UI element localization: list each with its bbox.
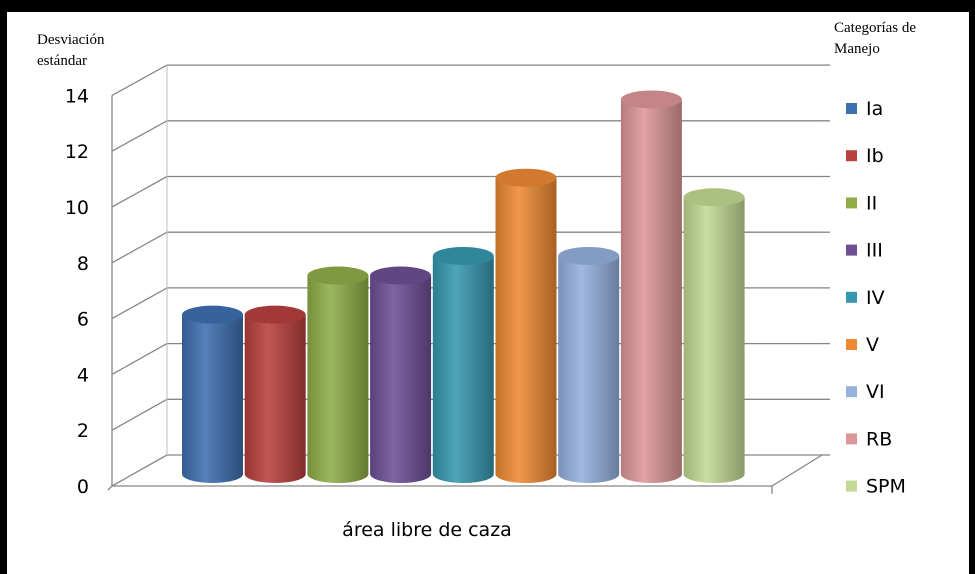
gridline-side-14	[111, 64, 168, 96]
y-tick-label: 8	[77, 253, 89, 275]
legend-title-line1: Categorías de	[834, 20, 916, 36]
y-tick-label: 10	[65, 197, 89, 219]
legend-label: IV	[866, 287, 885, 309]
bar-top	[182, 305, 243, 324]
axis-labels: Desviación estándar área libre de caza C…	[37, 20, 916, 541]
legend-swatch	[846, 291, 857, 303]
bar-Ib	[244, 305, 306, 483]
bar-body	[244, 314, 306, 483]
bar-top	[307, 266, 369, 285]
legend-swatch	[846, 480, 857, 492]
gridline-side-0	[111, 454, 168, 487]
y-tick-label: 14	[65, 85, 89, 107]
axes	[107, 65, 823, 494]
bar-top	[244, 305, 306, 324]
bar-top	[620, 90, 682, 109]
y-tick-label: 4	[77, 364, 89, 386]
legend-swatch	[846, 433, 857, 445]
gridline-side-10	[111, 175, 168, 208]
legend-label: V	[866, 334, 879, 356]
bar-II	[307, 266, 369, 483]
bar-body	[495, 177, 557, 484]
bar-III	[370, 266, 432, 483]
bar-IV	[432, 246, 494, 483]
y-tick-label: 12	[65, 141, 89, 163]
bar-top	[370, 266, 432, 285]
legend-label: Ib	[866, 145, 884, 167]
legend-item-RB: RB	[846, 428, 892, 450]
legend-item-IV: IV	[846, 287, 885, 309]
gridline-side-4	[111, 343, 168, 375]
bar-body	[370, 275, 432, 483]
legend-item-Ib: Ib	[846, 145, 884, 167]
y-tick-label: 6	[77, 309, 89, 331]
gridline-side-8	[111, 231, 168, 264]
legend-item-Ia: Ia	[846, 98, 883, 120]
legend-label: RB	[866, 428, 892, 450]
legend-item-VI: VI	[846, 381, 885, 403]
y-tick-label: 0	[77, 476, 89, 498]
bar-body	[182, 314, 243, 483]
legend-swatch	[846, 386, 857, 398]
bar-body	[432, 255, 494, 483]
chart-frame: Desviación estándar área libre de caza C…	[7, 12, 969, 574]
bar-top	[558, 246, 620, 265]
legend-swatch	[846, 150, 857, 162]
y-tick-labels: 0 2 4 6 8 10 12 14	[65, 85, 89, 498]
legend-label: VI	[866, 381, 885, 403]
legend-label: III	[866, 240, 883, 262]
legend-title-line2: Manejo	[834, 41, 880, 57]
gridline-side-12	[111, 120, 168, 152]
bar-SPM	[683, 188, 745, 484]
legend-swatch	[846, 103, 857, 114]
gridline-side-6	[111, 287, 168, 320]
bar-top	[432, 246, 494, 265]
legend-item-V: V	[846, 334, 879, 356]
legend-swatch	[846, 244, 857, 256]
bar-chart-3d: Desviación estándar área libre de caza C…	[37, 20, 916, 541]
x-axis-label: área libre de caza	[342, 519, 512, 541]
gridline-side-2	[111, 398, 168, 431]
bar-top	[495, 168, 557, 187]
legend-item-II: II	[846, 192, 877, 214]
x-axis-tick-left	[107, 485, 113, 491]
bar-VI	[558, 246, 620, 483]
bar-body	[307, 275, 369, 483]
legend-label: Ia	[866, 98, 883, 120]
legend-swatch	[846, 197, 857, 209]
legend-label: II	[866, 192, 877, 214]
bar-V	[495, 168, 557, 484]
y-axis-label-line2: estándar	[37, 53, 87, 69]
y-axis-label-line1: Desviación	[37, 32, 105, 48]
bar-Ia	[182, 305, 243, 483]
bars	[182, 90, 745, 484]
legend-item-III: III	[846, 240, 883, 262]
bar-body	[620, 99, 682, 483]
bar-top	[683, 188, 745, 207]
bar-RB	[620, 90, 682, 483]
bar-body	[683, 197, 745, 484]
legend-item-SPM: SPM	[846, 476, 906, 498]
legend-label: SPM	[866, 476, 906, 498]
bar-body	[558, 255, 620, 483]
legend-swatch	[846, 339, 857, 350]
y-tick-label: 2	[77, 420, 89, 442]
